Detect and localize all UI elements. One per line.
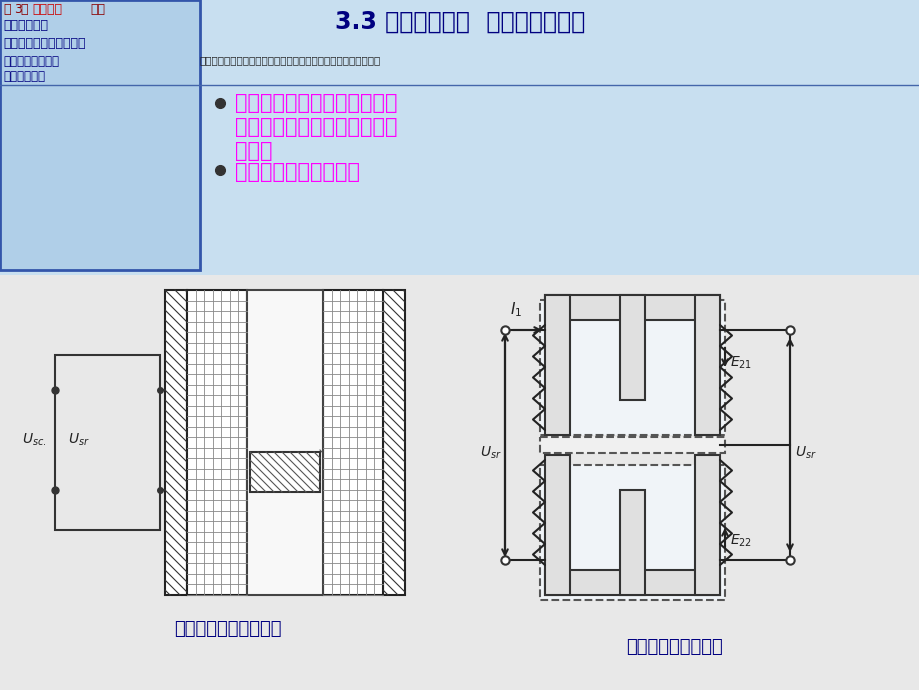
Text: $E_{21}$: $E_{21}$ <box>729 355 752 371</box>
Text: 用第: 用第 <box>90 3 105 16</box>
Text: 3.3 互感式传感器  （差动变压器）: 3.3 互感式传感器 （差动变压器） <box>335 10 584 34</box>
Text: $U_{sr}$: $U_{sr}$ <box>794 445 816 462</box>
Text: $U_{sr}$: $U_{sr}$ <box>480 445 501 462</box>
Text: 变磁阻式: 变磁阻式 <box>32 3 62 16</box>
Text: $E_{22}$: $E_{22}$ <box>729 533 752 549</box>
Text: 次级线圈差动连接输出电压与互感之差灵敏度线性范围零点残余电: 次级线圈差动连接输出电压与互感之差灵敏度线性范围零点残余电 <box>199 55 380 65</box>
Text: $U_{sc.}$: $U_{sc.}$ <box>22 432 47 448</box>
Bar <box>0 275 919 690</box>
Text: 互感式传感器: 互感式传感器 <box>3 19 48 32</box>
Text: 变气隙式互感传感器: 变气隙式互感传感器 <box>626 638 722 656</box>
Bar <box>619 490 644 595</box>
Bar <box>544 295 720 320</box>
Text: 差动相敏检波差动: 差动相敏检波差动 <box>3 55 59 68</box>
Bar <box>694 455 720 595</box>
Text: $U_{sr}$: $U_{sr}$ <box>68 432 90 448</box>
Text: 螺管式差动变压器结构: 螺管式差动变压器结构 <box>174 620 281 638</box>
Text: 3: 3 <box>14 3 22 16</box>
Bar <box>0 275 919 690</box>
Text: 互感式传感器是一种线圈互感: 互感式传感器是一种线圈互感 <box>234 93 397 113</box>
Bar <box>18 282 437 612</box>
Text: 章: 章 <box>20 3 28 16</box>
Text: $I_1$: $I_1$ <box>509 300 522 319</box>
Bar <box>0 0 199 270</box>
Bar <box>382 290 404 595</box>
Bar <box>544 295 570 435</box>
Text: 整流直流差动: 整流直流差动 <box>3 70 45 83</box>
Bar <box>55 355 160 530</box>
Text: 随衔铁位移变化的变磁阻式传: 随衔铁位移变化的变磁阻式传 <box>234 117 397 137</box>
Bar <box>250 452 320 492</box>
Bar <box>544 455 570 595</box>
Bar <box>544 570 720 595</box>
Bar <box>619 295 644 400</box>
Text: 传: 传 <box>3 3 10 16</box>
Bar <box>187 290 246 595</box>
Text: 其原理类似于变压器。: 其原理类似于变压器。 <box>234 162 359 182</box>
Bar <box>474 275 894 630</box>
Bar <box>323 290 382 595</box>
Bar <box>165 290 187 595</box>
Bar <box>246 290 323 595</box>
Bar <box>694 295 720 435</box>
Bar <box>539 300 724 435</box>
Text: （差动变压器）工作原理: （差动变压器）工作原理 <box>3 37 85 50</box>
Bar <box>539 437 724 453</box>
Text: 感器。: 感器。 <box>234 141 272 161</box>
Bar <box>539 465 724 600</box>
